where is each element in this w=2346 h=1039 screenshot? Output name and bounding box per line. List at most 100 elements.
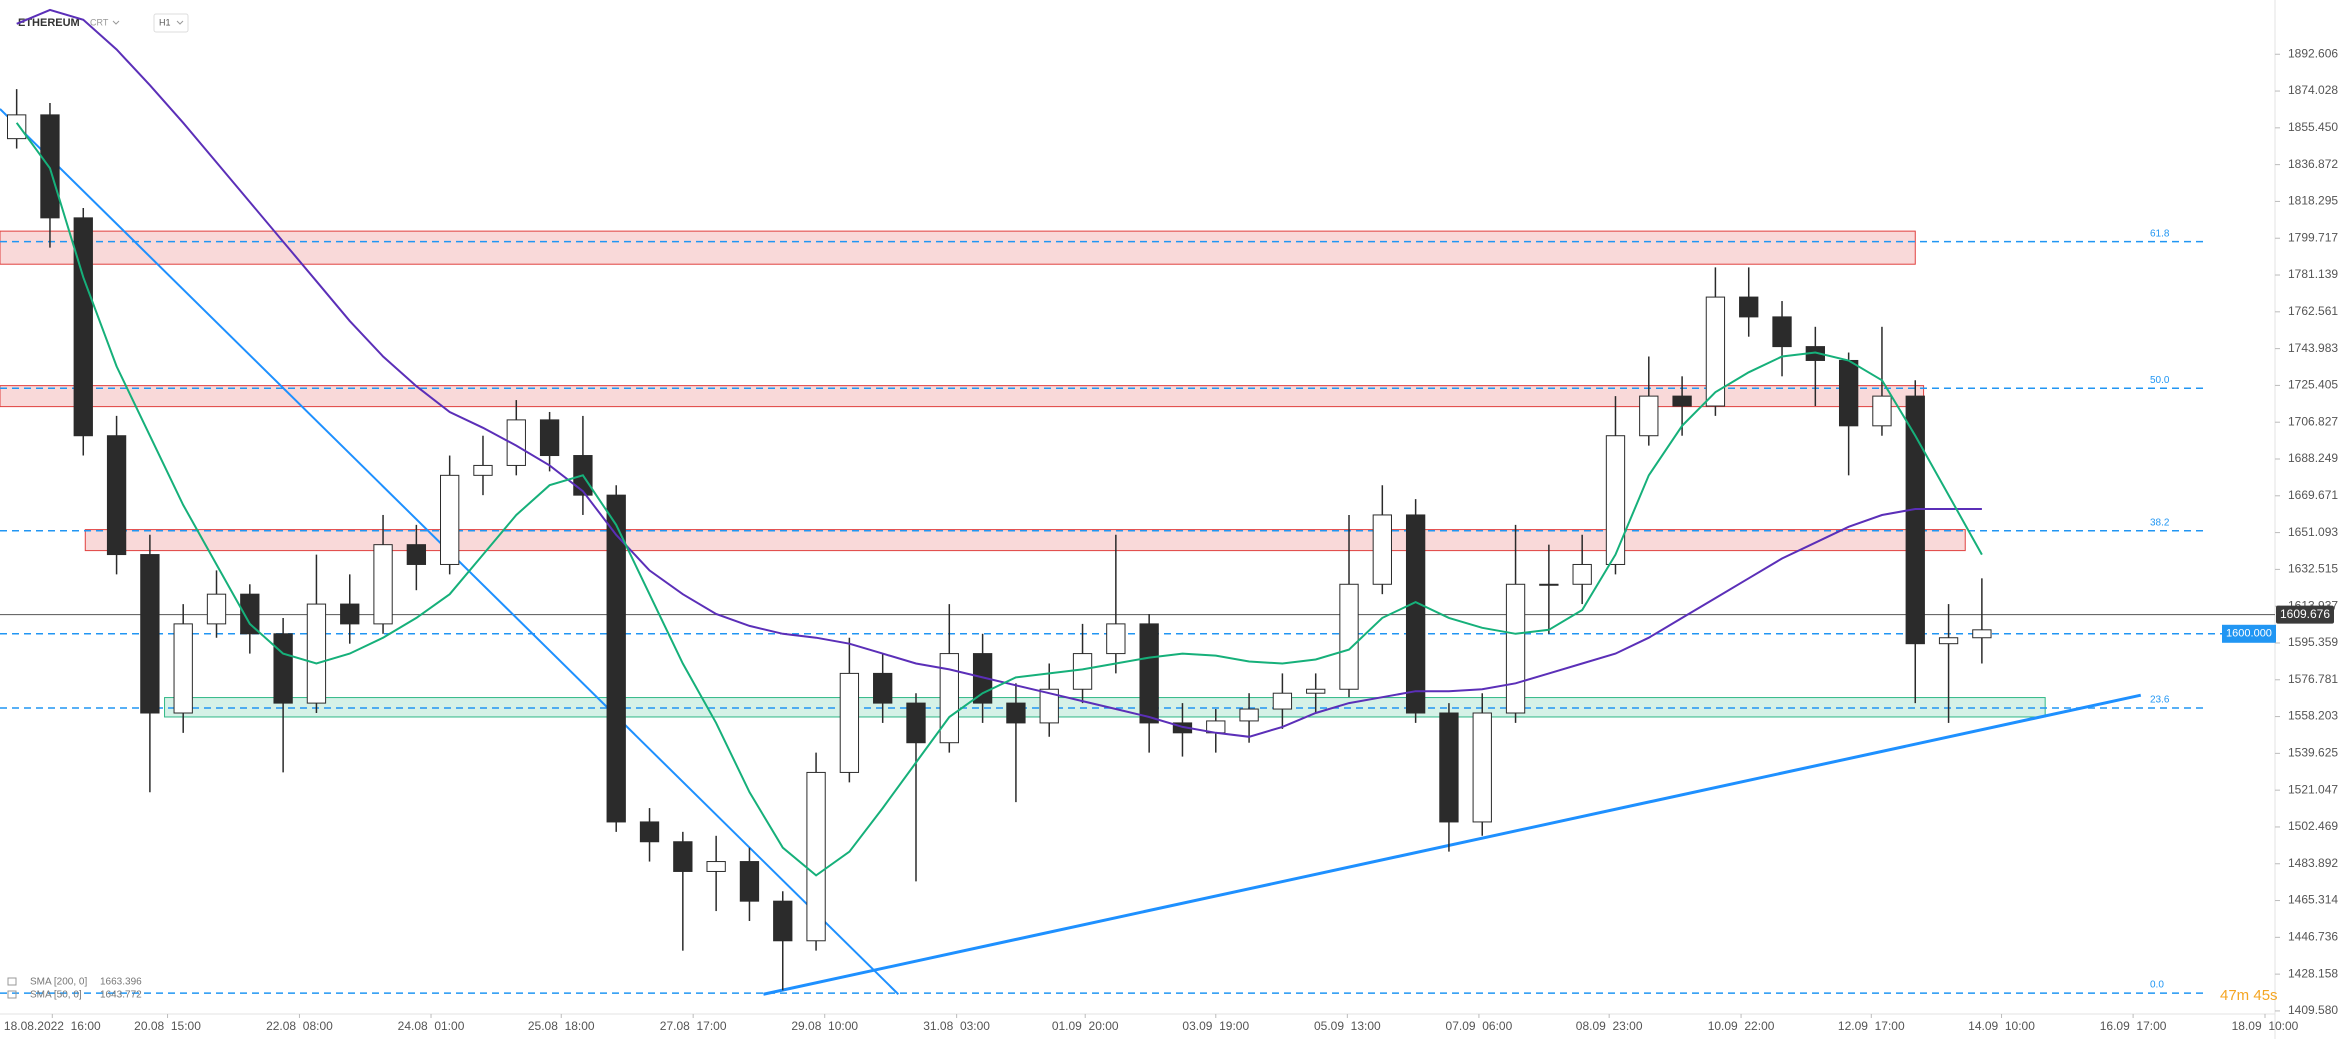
- y-tick-label: 1743.983: [2288, 341, 2338, 355]
- candle-body: [639, 821, 660, 843]
- candle-body: [739, 861, 760, 902]
- x-tick-label: 31.08 03:00: [923, 1019, 990, 1033]
- y-tick-label: 1781.139: [2288, 267, 2338, 281]
- y-tick-label: 1595.359: [2288, 635, 2338, 649]
- candle-body: [1672, 395, 1692, 407]
- candle-body: [839, 672, 860, 773]
- candle-body: [1139, 623, 1159, 724]
- instrument-header: ETHEREUM CRT H1: [10, 12, 205, 34]
- x-tick-label: 25.08 18:00: [528, 1019, 595, 1033]
- candle-body: [1505, 583, 1526, 714]
- y-tick-label: 1502.469: [2288, 819, 2338, 833]
- symbol[interactable]: ETHEREUM: [18, 17, 80, 29]
- interval-box[interactable]: [153, 13, 189, 33]
- account[interactable]: CRT: [90, 17, 109, 27]
- candle-timer: 47m 45s: [2220, 987, 2278, 1004]
- fib-label: 38.2: [2150, 517, 2170, 528]
- sma-line: [15, 122, 1983, 877]
- candle-body: [1605, 435, 1626, 565]
- y-tick-label: 1521.047: [2288, 782, 2338, 796]
- fib-label: 61.8: [2150, 228, 2170, 239]
- y-tick-label: 1465.314: [2288, 893, 2338, 907]
- y-tick-label: 1446.736: [2288, 930, 2338, 944]
- candle-body: [673, 841, 693, 872]
- candle-body: [606, 494, 626, 823]
- candle-body: [1872, 395, 1892, 427]
- y-tick-label: 1632.515: [2288, 562, 2338, 576]
- candle-body: [40, 114, 60, 219]
- candle-body: [939, 653, 959, 744]
- y-tick-label: 1576.781: [2288, 672, 2338, 686]
- x-tick-label: 29.08 10:00: [791, 1019, 858, 1033]
- y-tick-label: 1669.671: [2288, 488, 2338, 502]
- candle-body: [373, 544, 393, 625]
- candle-body: [6, 114, 27, 140]
- legend-icon: [7, 990, 17, 999]
- x-tick-label: 10.09 22:00: [1708, 1019, 1775, 1033]
- x-tick-label: 01.09 20:00: [1052, 1019, 1119, 1033]
- candle-body: [1405, 514, 1426, 714]
- legend-name: SMA [200, 0]: [30, 977, 87, 988]
- candle-body: [1705, 296, 1726, 407]
- candle-body: [440, 474, 460, 565]
- candle-body: [340, 603, 360, 625]
- candle-body: [1472, 712, 1492, 823]
- candle-body: [1739, 296, 1759, 318]
- candle-body: [706, 861, 726, 872]
- y-tick-label: 1836.872: [2288, 157, 2338, 171]
- candle-body: [240, 593, 260, 635]
- candle-body: [406, 544, 427, 565]
- interval[interactable]: H1: [159, 17, 171, 27]
- x-tick-label: 18.09 10:00: [2232, 1019, 2299, 1033]
- candle-body: [773, 900, 793, 942]
- y-tick-label: 1428.158: [2288, 966, 2338, 980]
- candle-body: [1772, 316, 1792, 348]
- legend-value: 1663.396: [100, 977, 142, 988]
- x-tick-label: 12.09 17:00: [1838, 1019, 1905, 1033]
- candle-body: [1938, 637, 1959, 645]
- legend-value: 1643.772: [100, 990, 142, 1001]
- y-tick-label: 1818.295: [2288, 194, 2338, 208]
- sma-line: [16, 8, 1982, 738]
- x-tick-label: 08.09 23:00: [1576, 1019, 1643, 1033]
- candle-body: [106, 435, 127, 556]
- candle-body: [1272, 692, 1293, 710]
- x-tick-label: 14.09 10:00: [1968, 1019, 2035, 1033]
- x-tick-label: 24.08 01:00: [398, 1019, 465, 1033]
- y-tick-label: 1688.249: [2288, 451, 2338, 465]
- dropdown-arrow: [112, 20, 120, 25]
- candle-body: [1972, 629, 1992, 639]
- candle-body: [1838, 359, 1859, 427]
- x-tick-label: 22.08 08:00: [266, 1019, 333, 1033]
- price-level-box: [2222, 624, 2276, 643]
- x-tick-label: 18.08.2022 16:00: [4, 1019, 101, 1033]
- fib-label: 50.0: [2150, 375, 2170, 386]
- candle-body: [173, 623, 193, 714]
- y-tick-label: 1874.028: [2288, 83, 2338, 97]
- fib-label: 0.0: [2150, 980, 2164, 991]
- y-tick-label: 1762.561: [2288, 304, 2338, 318]
- candle-body: [506, 419, 526, 466]
- candle-body: [1339, 583, 1359, 690]
- dropdown-arrow: [176, 20, 184, 25]
- y-tick-label: 1725.405: [2288, 378, 2338, 392]
- y-tick-label: 1539.625: [2288, 746, 2338, 760]
- candle-body: [473, 464, 493, 476]
- candle-body: [1905, 395, 1925, 645]
- candle-body: [1572, 563, 1592, 585]
- candle-body: [1639, 395, 1659, 437]
- x-tick-label: 03.09 19:00: [1182, 1019, 1249, 1033]
- trendline: [763, 693, 2142, 996]
- y-tick-label: 1483.892: [2288, 856, 2338, 870]
- y-tick-label: 1799.717: [2288, 230, 2338, 244]
- current-price-label: 1609.676: [2280, 607, 2330, 621]
- y-tick-label: 1892.606: [2288, 46, 2338, 60]
- candle-body: [1539, 583, 1559, 586]
- current-price-box: [2276, 605, 2334, 624]
- price-zone: [84, 529, 1966, 552]
- candle-body: [1106, 623, 1126, 655]
- candle-body: [206, 593, 227, 625]
- candle-body: [1039, 688, 1059, 724]
